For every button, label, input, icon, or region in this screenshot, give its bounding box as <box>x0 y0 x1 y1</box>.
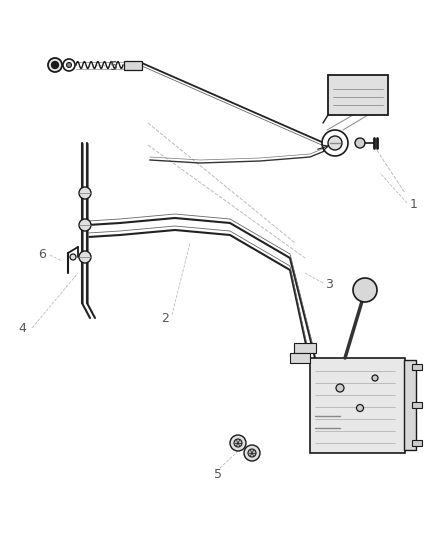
Bar <box>290 353 310 363</box>
Bar <box>412 364 422 370</box>
Bar <box>124 61 142 69</box>
Bar <box>412 402 422 408</box>
Text: 5: 5 <box>214 469 222 481</box>
Circle shape <box>248 449 256 457</box>
Bar <box>310 358 405 453</box>
Text: 4: 4 <box>18 321 26 335</box>
Text: 6: 6 <box>38 248 46 262</box>
Circle shape <box>230 435 246 451</box>
Circle shape <box>355 138 365 148</box>
Circle shape <box>52 61 59 69</box>
Bar <box>404 360 416 450</box>
Circle shape <box>372 375 378 381</box>
Text: 2: 2 <box>161 311 169 325</box>
Circle shape <box>336 384 344 392</box>
Bar <box>294 343 316 353</box>
Bar <box>328 75 388 115</box>
Bar <box>412 440 422 446</box>
Circle shape <box>79 219 91 231</box>
Circle shape <box>244 445 260 461</box>
Circle shape <box>353 278 377 302</box>
Circle shape <box>63 59 75 71</box>
Circle shape <box>67 62 71 68</box>
Circle shape <box>234 439 242 447</box>
Circle shape <box>357 405 364 411</box>
Circle shape <box>79 187 91 199</box>
Circle shape <box>70 254 76 260</box>
Text: 5: 5 <box>110 60 118 72</box>
Circle shape <box>48 58 62 72</box>
Text: 3: 3 <box>325 279 333 292</box>
Circle shape <box>322 130 348 156</box>
Text: 1: 1 <box>410 198 418 212</box>
Circle shape <box>328 136 342 150</box>
Circle shape <box>79 251 91 263</box>
